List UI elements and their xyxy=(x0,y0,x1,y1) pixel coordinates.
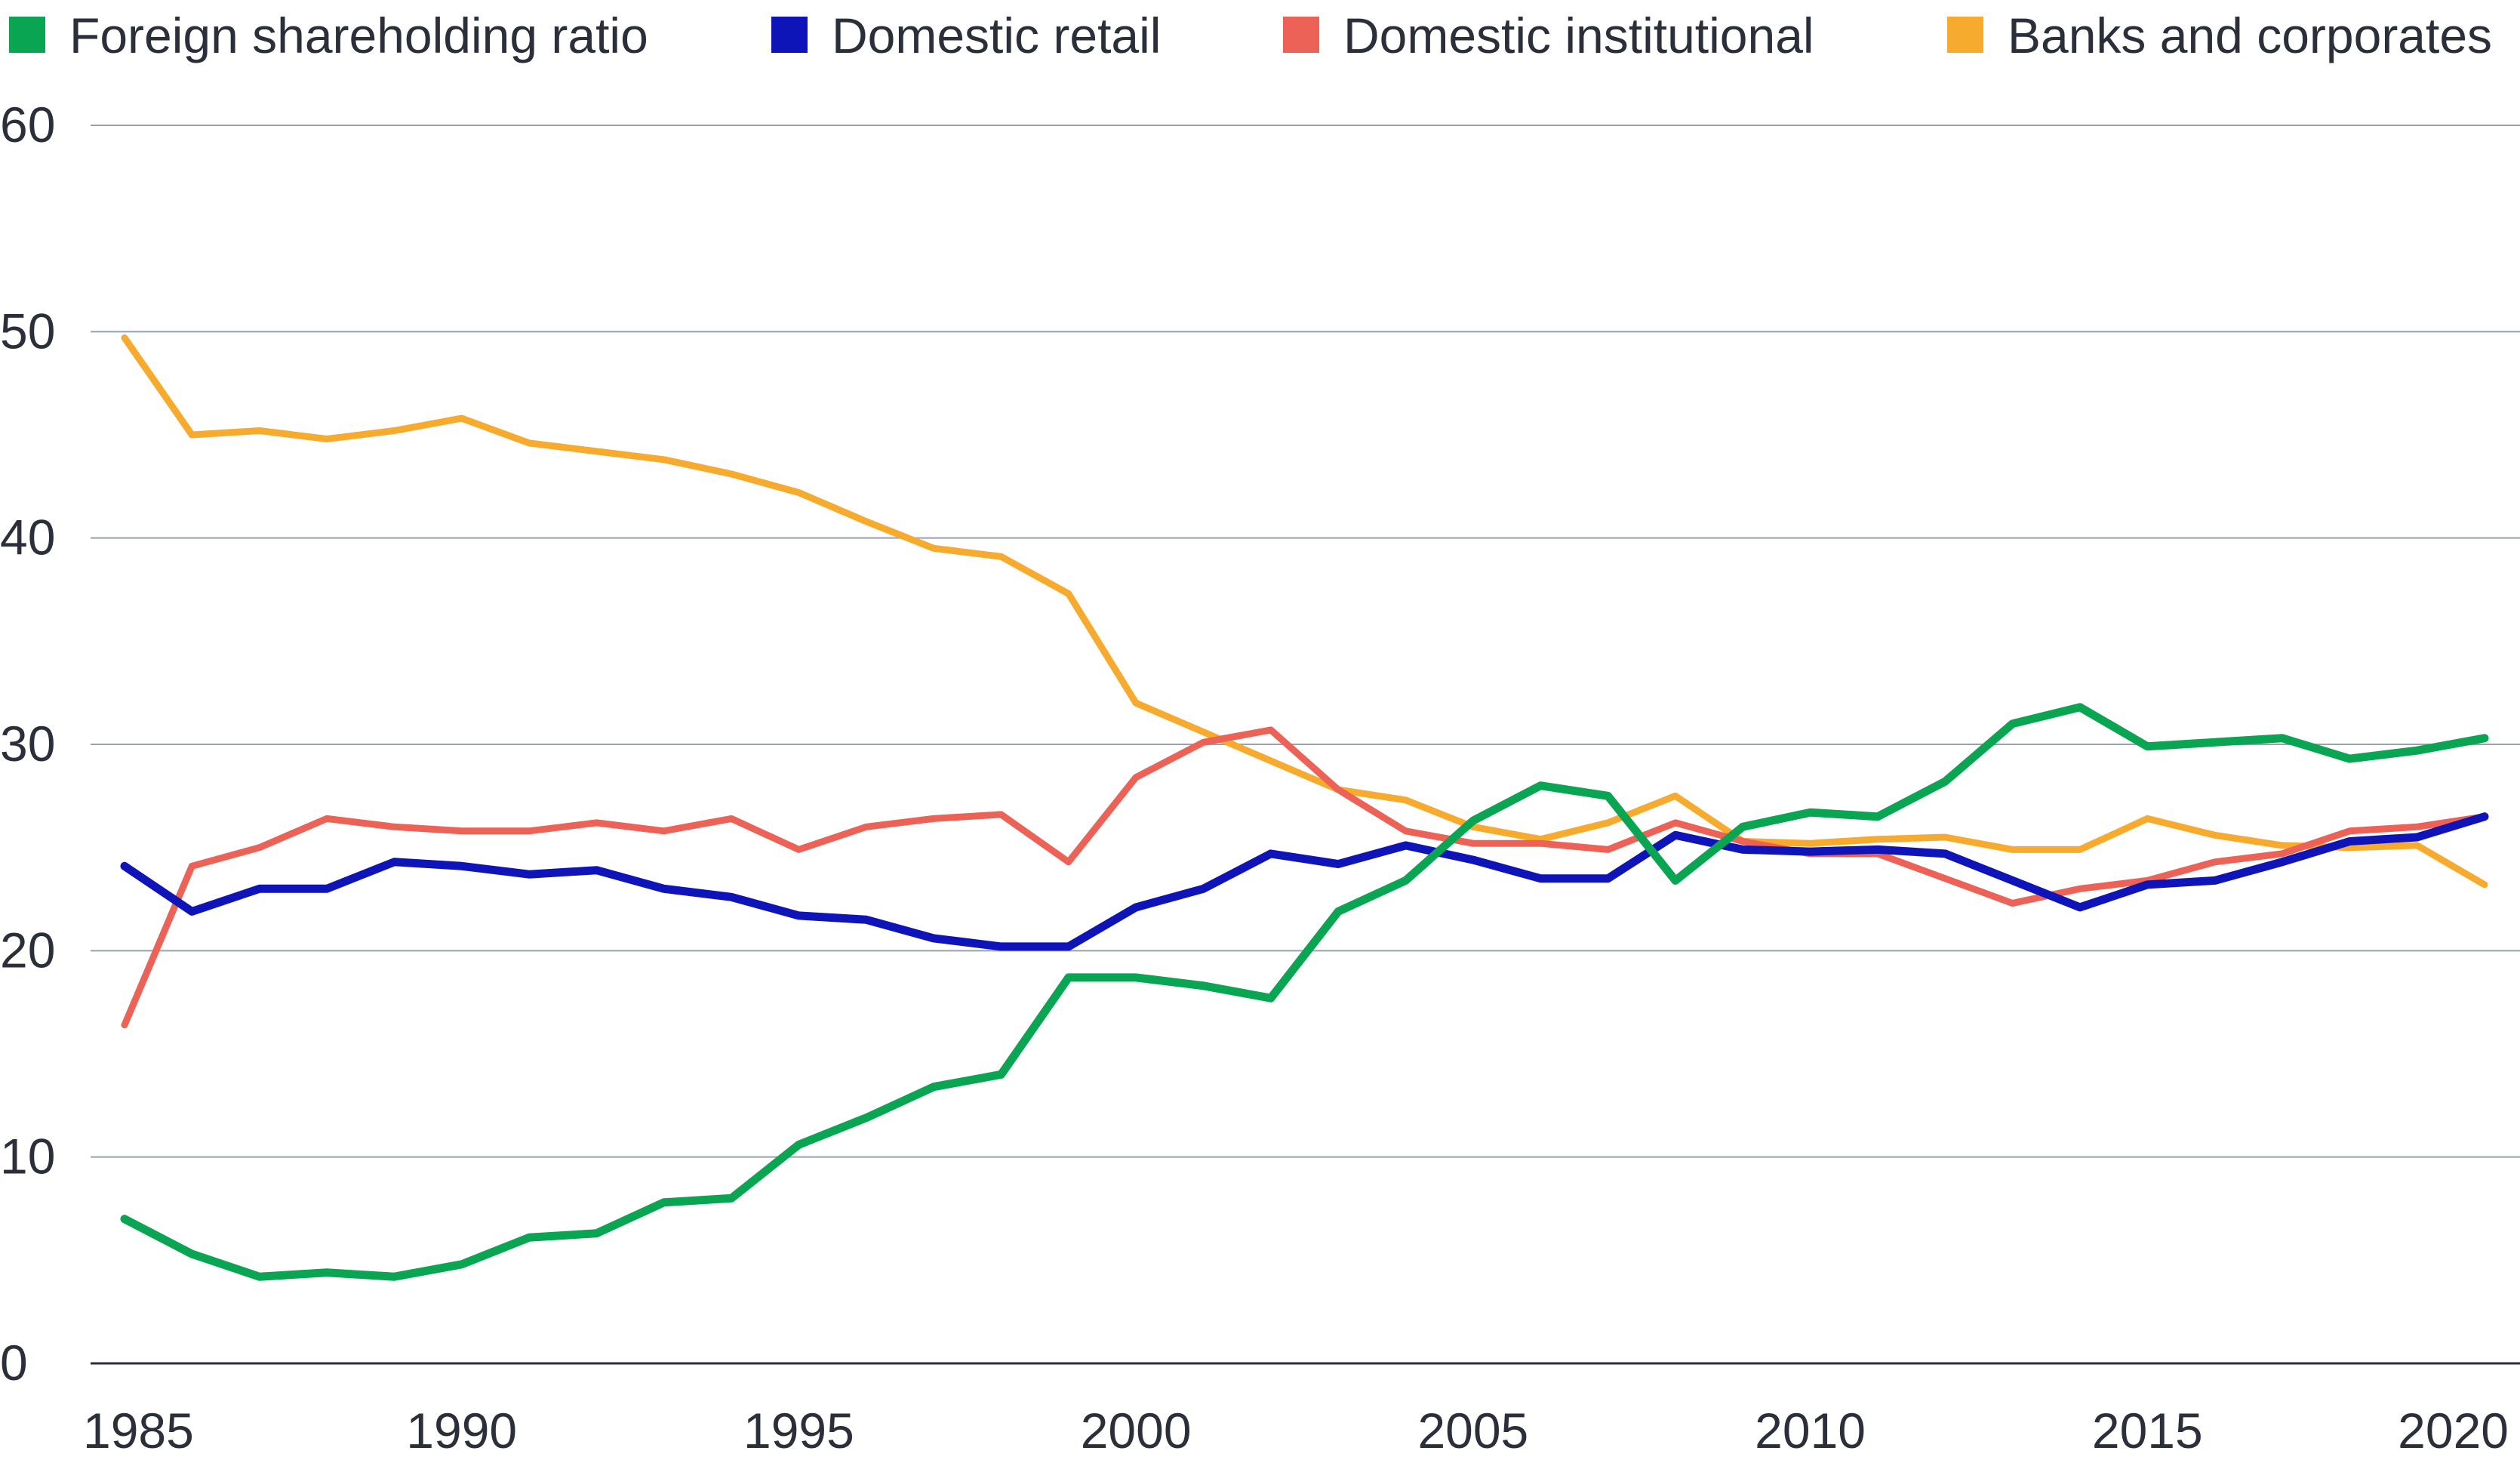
x-tick-label: 2020 xyxy=(2398,1403,2509,1458)
x-axis-ticks: 1985 1990 1995 2000 2005 2010 2015 2020 xyxy=(83,1403,2509,1458)
y-tick-label: 60 xyxy=(0,97,55,152)
legend-item: Banks and corporates xyxy=(1947,8,2492,63)
legend-swatch xyxy=(771,17,808,53)
legend-item: Domestic institutional xyxy=(1283,8,1814,63)
series-line-banks-and-corporates xyxy=(121,334,2488,889)
legend-swatch xyxy=(1947,17,1983,53)
x-tick-label: 2000 xyxy=(1081,1403,1192,1458)
series-lines xyxy=(120,334,2489,1281)
y-tick-label: 0 xyxy=(0,1335,28,1391)
legend-label: Banks and corporates xyxy=(2008,8,2492,63)
y-tick-label: 10 xyxy=(0,1129,55,1184)
x-tick-label: 2010 xyxy=(1755,1403,1866,1458)
legend-swatch xyxy=(9,17,45,53)
series-line-domestic-institutional xyxy=(121,726,2488,1029)
legend-label: Domestic retail xyxy=(832,8,1161,63)
y-tick-label: 40 xyxy=(0,510,55,565)
legend-swatch xyxy=(1283,17,1319,53)
legend-item: Foreign shareholding ratio xyxy=(9,8,648,63)
y-axis-ticks: 0 10 20 30 40 50 60 xyxy=(0,97,55,1391)
x-tick-label: 1995 xyxy=(743,1403,854,1458)
series-line-foreign-shareholding-ratio xyxy=(120,703,2489,1281)
legend: Foreign shareholding ratio Domestic retai… xyxy=(9,8,2492,63)
gridlines xyxy=(91,125,2520,1365)
legend-item: Domestic retail xyxy=(771,8,1161,63)
legend-label: Domestic institutional xyxy=(1343,8,1814,63)
x-tick-label: 2005 xyxy=(1417,1403,1528,1458)
legend-label: Foreign shareholding ratio xyxy=(69,8,648,63)
series-line-domestic-retail xyxy=(120,812,2489,951)
y-tick-label: 50 xyxy=(0,303,55,359)
y-tick-label: 30 xyxy=(0,716,55,772)
x-tick-label: 2015 xyxy=(2092,1403,2203,1458)
x-tick-label: 1990 xyxy=(406,1403,517,1458)
x-tick-label: 1985 xyxy=(83,1403,194,1458)
y-tick-label: 20 xyxy=(0,922,55,978)
